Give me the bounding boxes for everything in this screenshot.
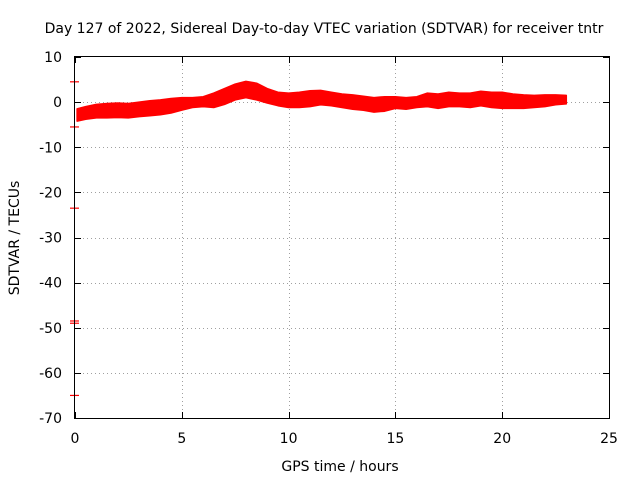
x-tick-label: 0 <box>71 431 80 447</box>
x-tick-label: 10 <box>280 431 298 447</box>
axis-ticks <box>75 57 610 419</box>
y-tick-label: 10 <box>44 50 62 66</box>
x-tick-label: 20 <box>493 431 511 447</box>
chart-title: Day 127 of 2022, Sidereal Day-to-day VTE… <box>45 21 604 37</box>
data-band <box>76 80 568 122</box>
x-tick-label: 25 <box>600 431 618 447</box>
x-tick-label: 5 <box>177 431 186 447</box>
y-tick-label: -20 <box>39 185 62 201</box>
sdtvar-band <box>76 80 568 122</box>
y-tick-label: -60 <box>39 366 62 382</box>
y-tick-label: -40 <box>39 276 62 292</box>
y-tick-labels: -70 -60 -50 -40 -30 -20 -10 0 10 <box>39 50 62 427</box>
plot-frame <box>74 56 610 419</box>
y-tick-label: 0 <box>53 95 62 111</box>
y-tick-label: -70 <box>39 411 62 427</box>
y-tick-label: -10 <box>39 140 62 156</box>
y-tick-label: -30 <box>39 231 62 247</box>
x-axis-label: GPS time / hours <box>281 459 398 475</box>
x-tick-label: 15 <box>386 431 404 447</box>
y-tick-label: -50 <box>39 321 62 337</box>
y-axis-label: SDTVAR / TECUs <box>7 181 23 296</box>
x-tick-labels: 0 5 10 15 20 25 <box>71 431 618 447</box>
